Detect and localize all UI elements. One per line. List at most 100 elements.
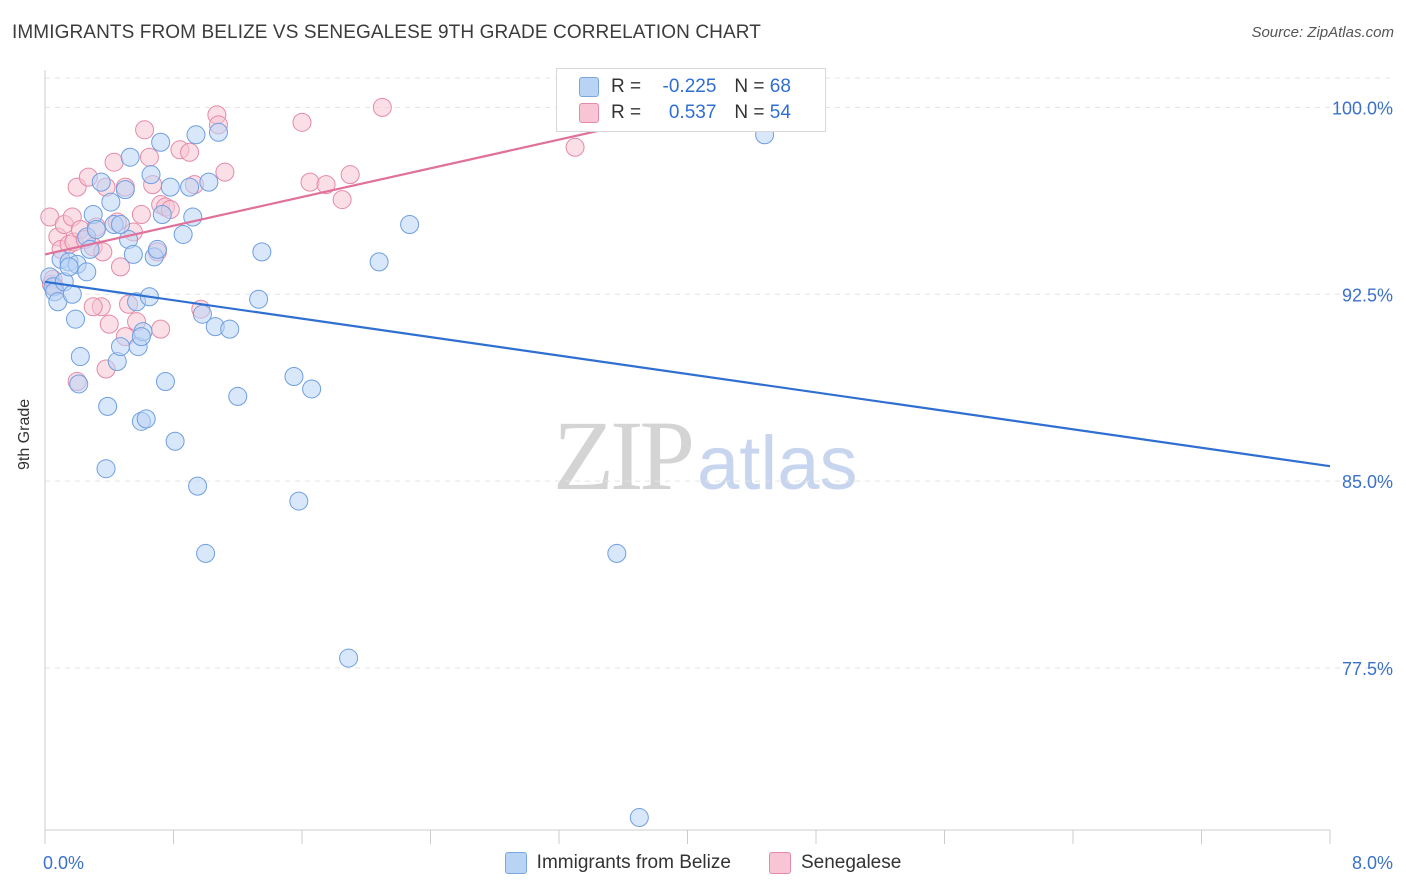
watermark-atlas: atlas [697,421,858,506]
stats-box: R = -0.225 N = 68 R = 0.537 N = 54 [556,68,826,132]
data-point [151,319,171,339]
data-point [284,366,304,386]
data-point [152,205,172,225]
data-point [300,172,320,192]
data-point [165,431,185,451]
n-label: N = [734,76,765,97]
axes [44,70,1331,844]
data-point [292,112,312,132]
legend: Immigrants from Belize Senegalese [0,852,1406,874]
r-label: R = [611,76,642,97]
data-point [66,309,86,329]
data-point [155,371,175,391]
data-point [208,122,228,142]
data-point [136,409,156,429]
legend-swatch-belize [504,852,527,874]
data-point [629,808,649,828]
data-point [110,337,130,357]
legend-label-senegalese: Senegalese [800,852,902,873]
data-point [99,314,119,334]
data-point [607,543,627,563]
belize-swatch [579,77,599,97]
data-point [101,192,121,212]
n-label: N = [734,102,765,123]
data-point [59,257,79,277]
legend-item-senegalese[interactable]: Senegalese [768,852,902,874]
r-value: -0.225 [662,76,717,97]
legend-label-belize: Immigrants from Belize [536,852,731,873]
x-tick-label-min: 0.0% [43,853,84,873]
chart-title: IMMIGRANTS FROM BELIZE VS SENEGALESE 9TH… [12,22,761,43]
series-belize [40,122,775,828]
data-point [62,284,82,304]
data-point [96,459,116,479]
data-point [139,147,159,167]
data-point [332,190,352,210]
data-point [151,132,171,152]
data-point [110,257,130,277]
data-point [369,252,389,272]
legend-item-belize[interactable]: Immigrants from Belize [504,852,731,874]
data-point [339,648,359,668]
data-point [141,165,161,185]
data-point [186,125,206,145]
data-point [131,205,151,225]
data-point [220,319,240,339]
data-point [77,262,97,282]
data-point [372,97,392,117]
y-tick-label: 77.5% [1342,659,1393,679]
data-point [249,289,269,309]
data-point [147,239,167,259]
data-point [120,147,140,167]
tick-labels: 100.0% 92.5% 85.0% 77.5% 0.0% 8.0% [43,98,1393,873]
data-point [302,379,322,399]
data-point [98,396,118,416]
legend-swatch-senegalese [768,852,791,874]
senegalese-swatch [579,103,599,123]
trend-line [44,280,1331,468]
data-point [228,386,248,406]
watermark: ZIPatlas [553,398,858,513]
data-point [86,219,106,239]
data-point [160,177,180,197]
data-point [83,297,103,317]
data-point [196,543,216,563]
watermark-zip: ZIP [553,400,695,511]
y-tick-label: 100.0% [1332,98,1393,118]
data-point [215,162,235,182]
data-point [91,172,111,192]
data-point [180,142,200,162]
data-point [252,242,272,262]
x-tick-label-max: 8.0% [1352,853,1393,873]
data-point [565,137,585,157]
data-point [115,180,135,200]
data-point [340,165,360,185]
data-point [131,327,151,347]
stats-row-belize: R = -0.225 N = 68 [557,74,791,100]
y-tick-label: 92.5% [1342,285,1393,305]
n-value: 68 [769,76,791,97]
data-point [400,214,420,234]
data-point [188,476,208,496]
stats-row-senegalese: R = 0.537 N = 54 [557,100,791,126]
data-point [173,224,193,244]
data-point [199,172,219,192]
source-label: Source: ZipAtlas.com [1251,24,1394,41]
data-point [123,244,143,264]
y-axis-label: 9th Grade [16,398,33,470]
data-point [104,152,124,172]
y-tick-label: 85.0% [1342,472,1393,492]
n-value: 54 [769,102,791,123]
trend-lines [44,106,1331,468]
data-point [289,491,309,511]
data-point [70,347,90,367]
data-point [316,175,336,195]
grid-lines [45,77,1392,669]
r-value: 0.537 [668,102,717,123]
data-point [69,374,89,394]
r-label: R = [611,102,642,123]
data-point [110,214,130,234]
data-point [135,120,155,140]
data-point [180,177,200,197]
